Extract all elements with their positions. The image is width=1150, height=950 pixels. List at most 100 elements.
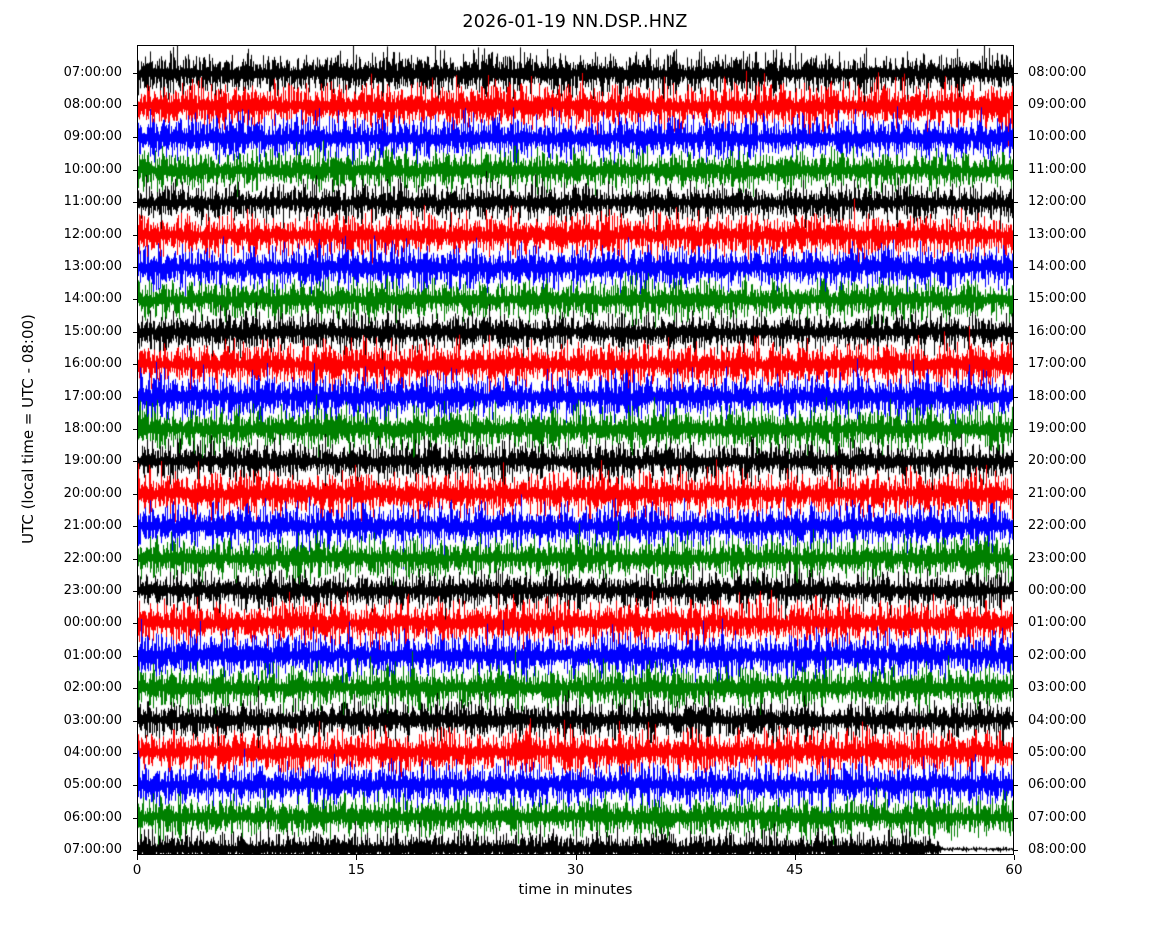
y-tick-label-left: 19:00:00 [63, 453, 122, 469]
y-tick-label-right: 00:00:00 [1028, 582, 1087, 598]
y-tick-label-right: 14:00:00 [1028, 258, 1087, 274]
y-tick-mark-left [133, 590, 138, 592]
y-tick-label-right: 10:00:00 [1028, 129, 1087, 145]
y-tick-mark-left [133, 234, 138, 236]
y-tick-mark-right [1013, 396, 1018, 398]
y-tick-label-left: 08:00:00 [63, 96, 122, 112]
y-tick-label-left: 02:00:00 [63, 680, 122, 696]
y-tick-label-right: 01:00:00 [1028, 615, 1087, 631]
y-tick-label-right: 13:00:00 [1028, 226, 1087, 242]
y-tick-mark-left [133, 655, 138, 657]
x-axis-label: time in minutes [518, 882, 633, 898]
y-tick-label-left: 14:00:00 [63, 291, 122, 307]
y-tick-mark-left [133, 817, 138, 819]
y-tick-mark-right [1013, 364, 1018, 366]
y-tick-label-right: 12:00:00 [1028, 194, 1087, 210]
y-tick-label-right: 08:00:00 [1028, 64, 1087, 80]
y-tick-mark-left [133, 428, 138, 430]
y-tick-mark-right [1013, 590, 1018, 592]
y-tick-label-left: 07:00:00 [63, 842, 122, 858]
y-tick-mark-left [133, 493, 138, 495]
y-tick-label-right: 05:00:00 [1028, 744, 1087, 760]
y-tick-label-right: 04:00:00 [1028, 712, 1087, 728]
y-tick-mark-left [133, 850, 138, 852]
y-tick-mark-right [1013, 850, 1018, 852]
y-tick-mark-right [1013, 526, 1018, 528]
x-tick-mark [356, 855, 358, 860]
y-tick-label-left: 15:00:00 [63, 323, 122, 339]
y-tick-mark-right [1013, 558, 1018, 560]
x-tick-mark [794, 855, 796, 860]
y-tick-label-left: 11:00:00 [63, 194, 122, 210]
x-tick-mark [575, 855, 577, 860]
y-tick-mark-left [133, 396, 138, 398]
y-tick-mark-left [133, 104, 138, 106]
y-tick-label-right: 02:00:00 [1028, 647, 1087, 663]
y-tick-mark-left [133, 688, 138, 690]
y-tick-mark-left [133, 461, 138, 463]
plot-area[interactable] [137, 45, 1014, 855]
y-tick-mark-right [1013, 720, 1018, 722]
y-tick-mark-right [1013, 331, 1018, 333]
y-tick-mark-left [133, 137, 138, 139]
y-tick-mark-right [1013, 817, 1018, 819]
x-tick-label: 15 [347, 862, 365, 878]
y-tick-label-left: 07:00:00 [63, 64, 122, 80]
y-tick-mark-left [133, 558, 138, 560]
y-tick-label-right: 16:00:00 [1028, 323, 1087, 339]
y-tick-mark-left [133, 299, 138, 301]
y-tick-label-right: 06:00:00 [1028, 777, 1087, 793]
y-tick-label-left: 21:00:00 [63, 518, 122, 534]
y-tick-label-left: 10:00:00 [63, 161, 122, 177]
y-tick-label-right: 03:00:00 [1028, 680, 1087, 696]
y-tick-mark-right [1013, 72, 1018, 74]
y-tick-label-right: 19:00:00 [1028, 420, 1087, 436]
y-tick-label-left: 17:00:00 [63, 388, 122, 404]
y-tick-label-left: 06:00:00 [63, 809, 122, 825]
y-tick-label-left: 20:00:00 [63, 485, 122, 501]
y-tick-mark-right [1013, 428, 1018, 430]
y-tick-mark-left [133, 331, 138, 333]
y-tick-label-right: 15:00:00 [1028, 291, 1087, 307]
y-tick-mark-left [133, 202, 138, 204]
y-tick-label-left: 13:00:00 [63, 258, 122, 274]
y-tick-label-right: 08:00:00 [1028, 842, 1087, 858]
y-tick-label-left: 05:00:00 [63, 777, 122, 793]
x-tick-mark [137, 855, 138, 860]
page-title: 2026-01-19 NN.DSP..HNZ [462, 12, 688, 32]
y-tick-mark-right [1013, 299, 1018, 301]
y-axis-label: UTC (local time = UTC - 08:00) [19, 314, 37, 544]
y-tick-mark-right [1013, 202, 1018, 204]
y-tick-mark-right [1013, 655, 1018, 657]
y-tick-label-right: 11:00:00 [1028, 161, 1087, 177]
y-tick-label-right: 23:00:00 [1028, 550, 1087, 566]
y-tick-mark-left [133, 169, 138, 171]
y-tick-mark-right [1013, 493, 1018, 495]
y-tick-label-right: 21:00:00 [1028, 485, 1087, 501]
y-tick-mark-left [133, 364, 138, 366]
y-tick-label-right: 18:00:00 [1028, 388, 1087, 404]
y-tick-mark-left [133, 266, 138, 268]
y-tick-mark-left [133, 72, 138, 74]
y-tick-mark-right [1013, 266, 1018, 268]
y-tick-mark-right [1013, 688, 1018, 690]
y-tick-label-right: 09:00:00 [1028, 96, 1087, 112]
y-tick-label-left: 04:00:00 [63, 744, 122, 760]
y-tick-mark-right [1013, 234, 1018, 236]
x-tick-label: 0 [132, 862, 142, 878]
y-tick-mark-right [1013, 104, 1018, 106]
y-tick-mark-left [133, 623, 138, 625]
y-tick-label-left: 18:00:00 [63, 420, 122, 436]
y-tick-label-right: 07:00:00 [1028, 809, 1087, 825]
y-tick-label-left: 00:00:00 [63, 615, 122, 631]
y-tick-mark-left [133, 720, 138, 722]
y-tick-mark-right [1013, 623, 1018, 625]
y-tick-label-left: 16:00:00 [63, 356, 122, 372]
y-tick-label-left: 01:00:00 [63, 647, 122, 663]
y-tick-mark-left [133, 526, 138, 528]
y-tick-mark-left [133, 785, 138, 787]
y-tick-label-right: 22:00:00 [1028, 518, 1087, 534]
y-tick-label-left: 12:00:00 [63, 226, 122, 242]
y-tick-mark-right [1013, 137, 1018, 139]
